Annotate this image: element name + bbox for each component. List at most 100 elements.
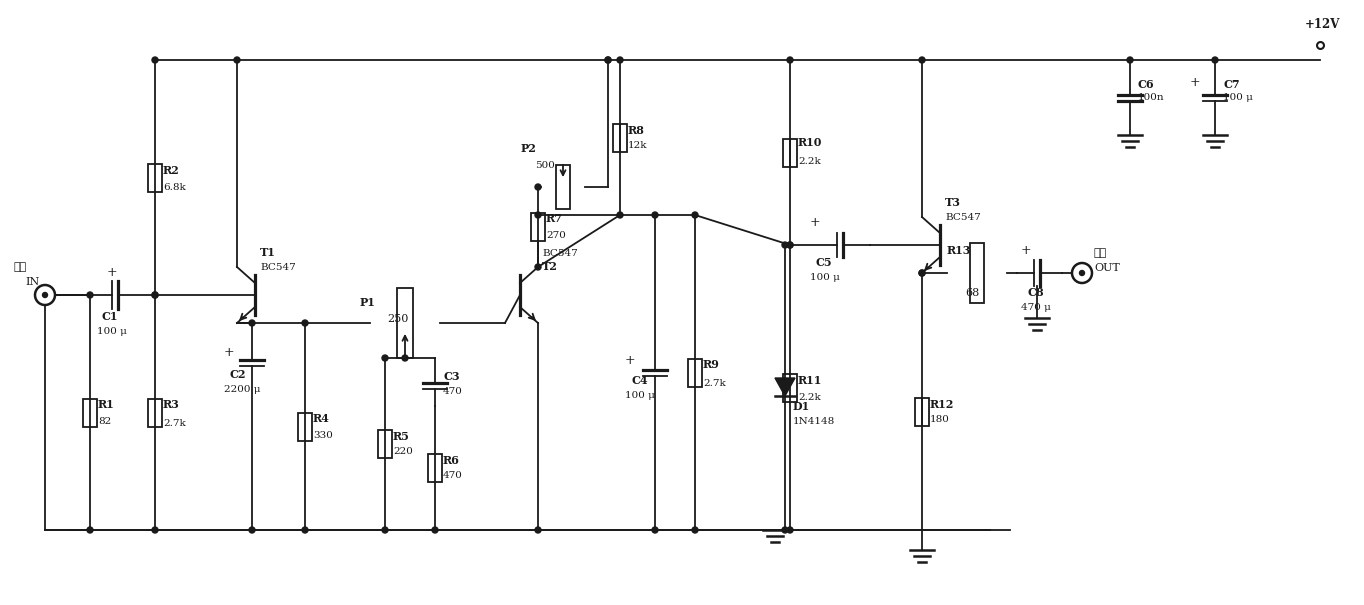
FancyBboxPatch shape	[149, 164, 162, 192]
FancyBboxPatch shape	[783, 139, 797, 167]
Circle shape	[919, 270, 925, 276]
Text: R3: R3	[164, 399, 180, 411]
Circle shape	[692, 212, 698, 218]
Text: BC547: BC547	[542, 249, 578, 258]
Text: C6: C6	[1138, 79, 1154, 90]
Text: 2200 μ: 2200 μ	[224, 385, 261, 394]
Text: D1: D1	[792, 401, 810, 411]
Text: 12k: 12k	[627, 142, 648, 151]
Text: C1: C1	[101, 312, 117, 322]
Text: 6.8k: 6.8k	[164, 183, 186, 192]
Circle shape	[919, 270, 925, 276]
Text: +: +	[1189, 76, 1200, 88]
Circle shape	[151, 57, 158, 63]
Text: 2.7k: 2.7k	[164, 419, 186, 428]
Text: 470: 470	[443, 471, 462, 480]
Text: IN: IN	[25, 277, 40, 287]
Circle shape	[151, 292, 158, 298]
Text: 470: 470	[443, 387, 462, 396]
Text: +: +	[224, 347, 235, 359]
Circle shape	[382, 355, 387, 361]
Text: 270: 270	[546, 231, 566, 240]
Text: OUT: OUT	[1094, 263, 1120, 273]
Text: R8: R8	[627, 125, 645, 136]
Circle shape	[787, 242, 792, 248]
Text: T1: T1	[261, 247, 276, 258]
Circle shape	[535, 212, 542, 218]
Text: 输入: 输入	[14, 262, 26, 272]
Circle shape	[1213, 57, 1218, 63]
Text: C5: C5	[816, 258, 832, 269]
Circle shape	[787, 527, 792, 533]
Text: 68: 68	[964, 288, 979, 298]
Text: 100n: 100n	[1138, 94, 1165, 102]
Circle shape	[787, 242, 792, 248]
Text: C3: C3	[443, 370, 460, 382]
Circle shape	[782, 242, 788, 248]
Text: +: +	[1022, 244, 1031, 258]
Text: R11: R11	[798, 374, 822, 385]
Text: 100 μ: 100 μ	[97, 327, 127, 336]
Circle shape	[782, 527, 788, 533]
Text: R10: R10	[798, 137, 822, 148]
Text: 82: 82	[98, 416, 112, 425]
Circle shape	[692, 527, 698, 533]
Text: R1: R1	[98, 399, 115, 411]
FancyBboxPatch shape	[557, 165, 570, 209]
Text: T2: T2	[542, 261, 558, 272]
Circle shape	[617, 57, 623, 63]
Text: +: +	[810, 217, 821, 229]
FancyBboxPatch shape	[297, 413, 312, 441]
Circle shape	[919, 57, 925, 63]
Circle shape	[432, 527, 438, 533]
Text: C2: C2	[231, 370, 247, 381]
Circle shape	[87, 527, 93, 533]
FancyBboxPatch shape	[83, 399, 97, 427]
Circle shape	[617, 212, 623, 218]
Text: R4: R4	[312, 413, 330, 425]
Text: R12: R12	[930, 399, 955, 410]
Circle shape	[535, 184, 542, 190]
Polygon shape	[775, 378, 795, 396]
Text: 470 μ: 470 μ	[1022, 304, 1050, 313]
Circle shape	[151, 292, 158, 298]
FancyBboxPatch shape	[378, 430, 391, 458]
Text: BC547: BC547	[261, 263, 296, 272]
Circle shape	[250, 320, 255, 326]
Circle shape	[42, 292, 48, 298]
Text: 2.7k: 2.7k	[702, 379, 726, 387]
FancyBboxPatch shape	[397, 288, 413, 358]
Circle shape	[151, 527, 158, 533]
Circle shape	[235, 57, 240, 63]
Text: R7: R7	[546, 214, 563, 224]
FancyBboxPatch shape	[687, 359, 702, 387]
Text: P1: P1	[360, 298, 376, 309]
Circle shape	[402, 355, 408, 361]
Text: +: +	[625, 355, 636, 367]
Text: C4: C4	[632, 376, 648, 387]
Circle shape	[652, 527, 657, 533]
Text: 100 μ: 100 μ	[810, 273, 840, 283]
Text: R5: R5	[393, 431, 409, 442]
Circle shape	[382, 527, 387, 533]
Text: 1N4148: 1N4148	[792, 416, 835, 425]
Text: +: +	[106, 266, 117, 280]
Text: R13: R13	[947, 246, 971, 257]
Text: C7: C7	[1224, 79, 1240, 90]
Text: 100 μ: 100 μ	[1224, 94, 1254, 102]
FancyBboxPatch shape	[783, 374, 797, 402]
FancyBboxPatch shape	[915, 398, 929, 426]
Circle shape	[1079, 270, 1084, 275]
Circle shape	[535, 527, 542, 533]
Circle shape	[787, 57, 792, 63]
Text: P2: P2	[521, 143, 537, 154]
Circle shape	[606, 57, 611, 63]
FancyBboxPatch shape	[531, 213, 546, 241]
Text: R9: R9	[702, 359, 720, 370]
Text: R2: R2	[164, 165, 180, 175]
FancyBboxPatch shape	[149, 399, 162, 427]
Text: 输出: 输出	[1094, 248, 1108, 258]
Text: 250: 250	[387, 314, 408, 324]
Text: 100 μ: 100 μ	[625, 391, 655, 401]
Text: +12V: +12V	[1305, 19, 1341, 31]
